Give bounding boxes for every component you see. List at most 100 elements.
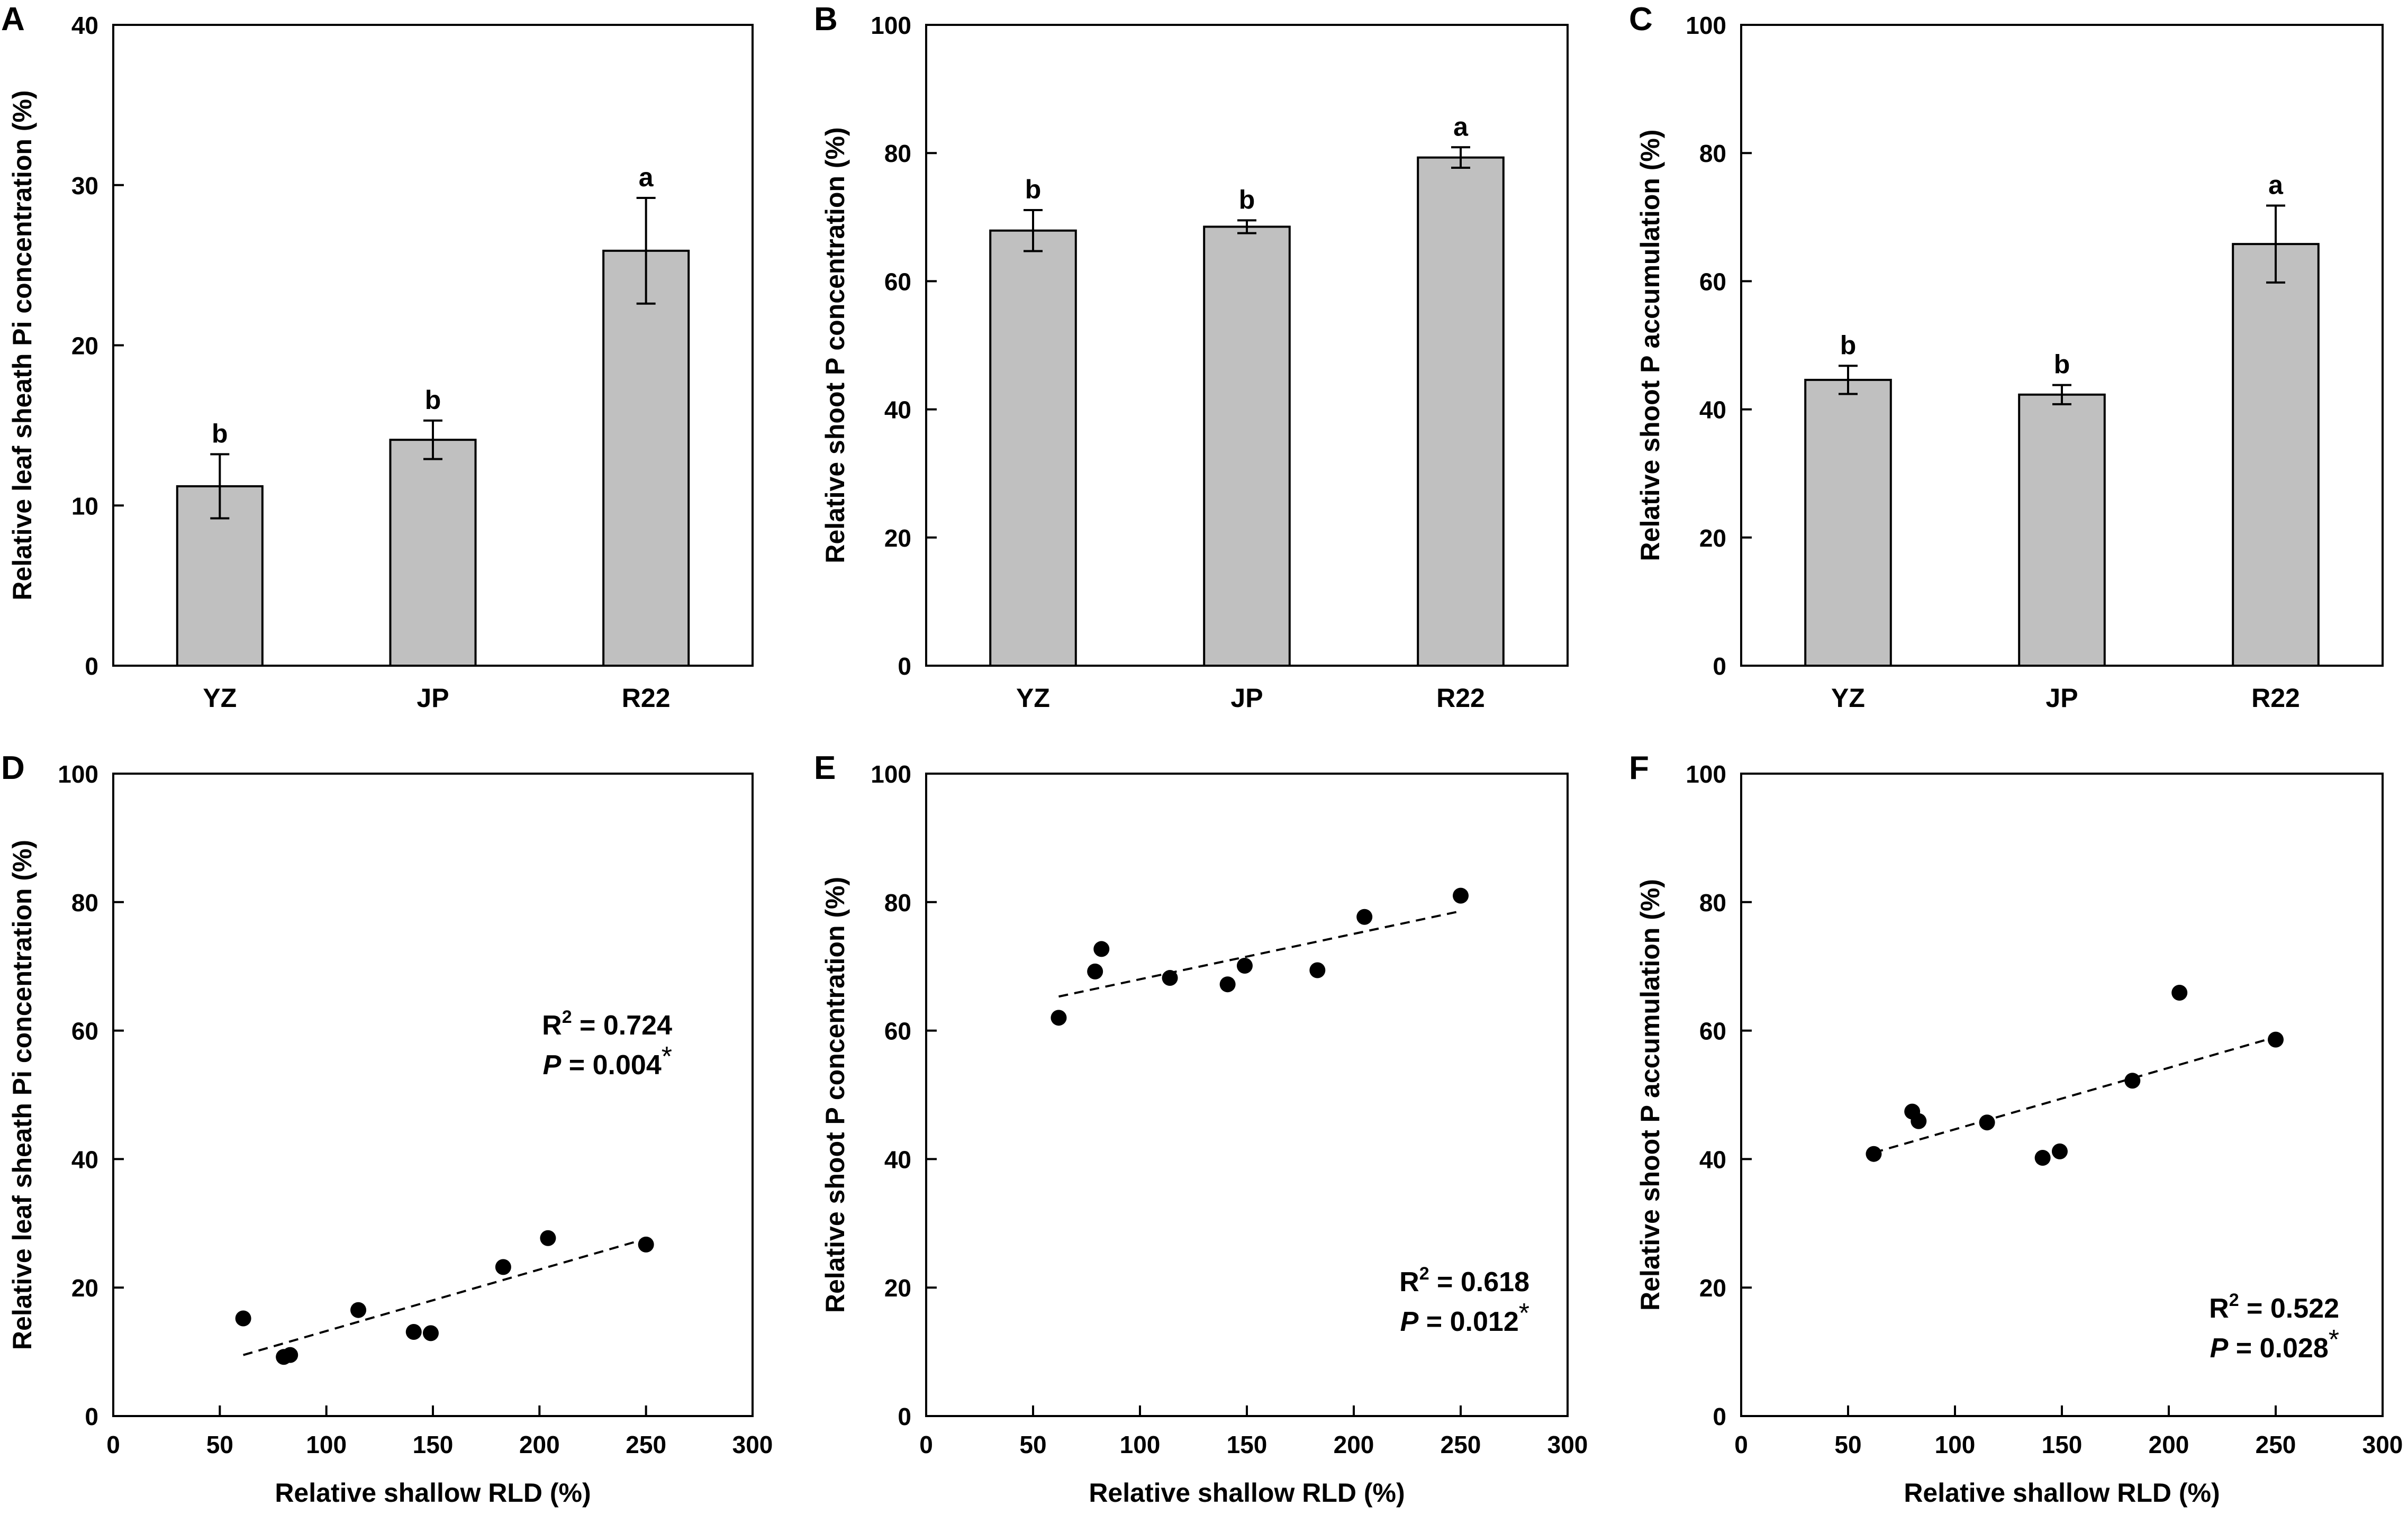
y-tick-label: 80 bbox=[71, 889, 98, 917]
r-squared-label: R2 = 0.724 bbox=[542, 1007, 672, 1041]
bar-jp bbox=[1203, 225, 1291, 667]
x-tick-label: 200 bbox=[519, 1431, 560, 1458]
y-tick-label: 0 bbox=[1713, 652, 1726, 680]
y-tick-label: 0 bbox=[898, 1403, 911, 1430]
y-tick-label: 20 bbox=[1699, 524, 1726, 552]
x-tick-label: 150 bbox=[413, 1431, 454, 1458]
data-point bbox=[1219, 976, 1236, 993]
data-point bbox=[1087, 963, 1103, 979]
x-tick-label: 150 bbox=[2042, 1431, 2083, 1458]
x-tick-label: 250 bbox=[626, 1431, 666, 1458]
y-tick-label: 60 bbox=[884, 268, 911, 295]
panel-f: F 0 20 40 60 80 100 Relative shoot P accumulati… bbox=[1629, 750, 2403, 1508]
y-tick-label: 60 bbox=[884, 1018, 911, 1045]
bar-r22 bbox=[602, 249, 690, 667]
significance-label: a bbox=[639, 162, 654, 192]
y-tick-label: 40 bbox=[71, 12, 98, 39]
panel-b-letter: B bbox=[814, 1, 838, 38]
bar-jp bbox=[2018, 393, 2106, 667]
data-point bbox=[235, 1310, 251, 1327]
data-point bbox=[2051, 1143, 2068, 1159]
y-tick-label: 20 bbox=[71, 332, 98, 360]
y-tick-label: 80 bbox=[884, 889, 911, 917]
y-axis-label: Relative shoot P concentration (%) bbox=[820, 127, 850, 563]
y-tick-label: 20 bbox=[884, 524, 911, 552]
x-tick-label: 300 bbox=[732, 1431, 773, 1458]
category-label: R22 bbox=[2251, 683, 2300, 713]
y-tick-label: 10 bbox=[71, 492, 98, 520]
x-tick-label: 0 bbox=[1734, 1431, 1748, 1458]
data-point bbox=[2124, 1073, 2141, 1089]
significance-label: b bbox=[212, 419, 228, 448]
r-squared-label: R2 = 0.522 bbox=[2209, 1290, 2339, 1324]
y-tick-label: 40 bbox=[884, 1146, 911, 1173]
significance-label: b bbox=[1840, 330, 1857, 360]
data-point bbox=[495, 1259, 511, 1275]
data-point bbox=[2268, 1031, 2284, 1048]
x-tick-label: 0 bbox=[919, 1431, 933, 1458]
category-label: JP bbox=[2045, 683, 2078, 713]
y-tick-label: 20 bbox=[884, 1274, 911, 1302]
x-tick-label: 150 bbox=[1227, 1431, 1268, 1458]
category-label: JP bbox=[1230, 683, 1263, 713]
data-point bbox=[1309, 962, 1326, 978]
significance-label: b bbox=[425, 385, 441, 415]
data-point bbox=[2034, 1149, 2051, 1166]
data-point bbox=[422, 1325, 439, 1341]
category-label: YZ bbox=[1831, 683, 1865, 713]
panel-d-letter: D bbox=[1, 750, 25, 786]
x-tick-label: 50 bbox=[1019, 1431, 1046, 1458]
category-label: R22 bbox=[1436, 683, 1485, 713]
y-tick-label: 0 bbox=[1713, 1403, 1726, 1430]
data-point bbox=[350, 1302, 367, 1318]
y-tick-label: 100 bbox=[871, 760, 911, 788]
x-tick-label: 200 bbox=[2149, 1431, 2189, 1458]
category-label: R22 bbox=[622, 683, 671, 713]
x-tick-label: 100 bbox=[1935, 1431, 1976, 1458]
panel-a-letter: A bbox=[1, 1, 25, 38]
y-tick-label: 80 bbox=[1699, 140, 1726, 167]
data-point bbox=[1866, 1146, 1882, 1162]
x-tick-label: 100 bbox=[306, 1431, 347, 1458]
data-point bbox=[1911, 1113, 1927, 1129]
p-value-label: P = 0.012* bbox=[1400, 1298, 1529, 1337]
p-value-label: P = 0.004* bbox=[543, 1041, 672, 1081]
trendline bbox=[1058, 910, 1461, 998]
panel-e: E 0 20 40 60 80 100 Relative shoot P concentrat… bbox=[814, 750, 1588, 1508]
x-tick-label: 100 bbox=[1120, 1431, 1161, 1458]
p-value-label: P = 0.028* bbox=[2210, 1325, 2339, 1364]
y-tick-label: 20 bbox=[1699, 1274, 1726, 1302]
significance-label: b bbox=[2054, 350, 2070, 379]
y-tick-label: 40 bbox=[1699, 1146, 1726, 1173]
data-point bbox=[282, 1347, 298, 1363]
trendline bbox=[243, 1238, 647, 1356]
y-tick-label: 60 bbox=[71, 1018, 98, 1045]
y-axis-label: Relative leaf sheath Pi concentration (%… bbox=[7, 90, 37, 600]
significance-label: a bbox=[2268, 170, 2284, 200]
y-axis-label: Relative leaf sheath Pi concentration (%… bbox=[7, 840, 37, 1350]
y-tick-label: 40 bbox=[71, 1146, 98, 1173]
bar-r22 bbox=[1417, 156, 1505, 667]
data-point bbox=[1162, 970, 1178, 986]
panel-d: D 0 20 40 60 80 100 Relative leaf sheath Pi con… bbox=[1, 750, 773, 1508]
r-squared-label: R2 = 0.618 bbox=[1399, 1264, 1529, 1298]
y-tick-label: 80 bbox=[1699, 889, 1726, 917]
y-tick-label: 60 bbox=[1699, 268, 1726, 295]
x-axis-label: Relative shallow RLD (%) bbox=[1089, 1478, 1405, 1508]
y-axis-label: Relative shoot P accumulation (%) bbox=[1635, 130, 1665, 561]
x-axis-label: Relative shallow RLD (%) bbox=[275, 1478, 591, 1508]
y-tick-label: 100 bbox=[1686, 12, 1726, 39]
x-tick-label: 50 bbox=[206, 1431, 233, 1458]
x-tick-label: 300 bbox=[2362, 1431, 2403, 1458]
panel-c-letter: C bbox=[1629, 1, 1653, 38]
y-axis-label: Relative shoot P accumulation (%) bbox=[1635, 879, 1665, 1311]
panel-c: C 0 20 40 60 80 100 Relative shoot P accumulati… bbox=[1629, 1, 2384, 713]
y-tick-label: 80 bbox=[884, 140, 911, 167]
data-point bbox=[638, 1236, 654, 1253]
y-tick-label: 100 bbox=[58, 760, 98, 788]
data-point bbox=[540, 1230, 556, 1246]
y-tick-label: 20 bbox=[71, 1274, 98, 1302]
x-tick-label: 300 bbox=[1547, 1431, 1588, 1458]
x-tick-label: 0 bbox=[106, 1431, 120, 1458]
